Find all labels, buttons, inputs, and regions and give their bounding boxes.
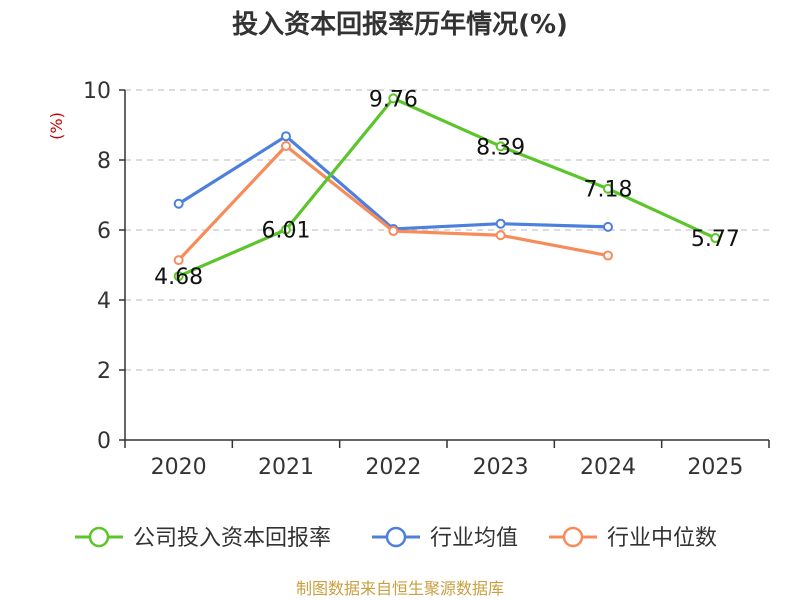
x-tick-label: 2024 [580, 455, 636, 480]
data-point [603, 250, 613, 261]
data-point [495, 230, 506, 241]
data-point [173, 255, 184, 266]
data-label: 7.18 [584, 178, 633, 203]
y-tick-label: 2 [97, 359, 111, 384]
data-label: 6.01 [262, 219, 311, 244]
y-tick-label: 8 [97, 149, 111, 174]
x-tick-label: 2020 [151, 455, 207, 480]
series-line [177, 96, 717, 278]
legend-marker [562, 526, 584, 548]
data-label: 4.68 [154, 265, 203, 290]
data-point [388, 93, 399, 104]
axes: 0 2 4 6 8 10 2020 2021 2022 2023 2024 2025 [83, 79, 770, 480]
data-point [710, 233, 721, 244]
grid-lines [125, 89, 769, 371]
data-point [388, 226, 399, 237]
y-tick-label: 0 [97, 429, 111, 454]
data-point [281, 141, 291, 151]
chart-title: 投入资本回报率历年情况(%) [232, 9, 568, 40]
legend-label: 行业均值 [430, 526, 518, 551]
legend-marker [385, 526, 407, 548]
data-point [173, 271, 184, 282]
y-tick-label: 6 [97, 219, 111, 244]
y-tick-label: 4 [97, 289, 111, 314]
data-label: 9.76 [369, 87, 418, 112]
x-tick-label: 2023 [473, 455, 529, 480]
legend-marker [88, 526, 110, 548]
series-layer: 4.68 6.01 9.76 8.39 7.18 5.77 [154, 87, 740, 290]
x-tick-label: 2025 [687, 455, 743, 480]
data-point [281, 131, 291, 142]
data-point [281, 224, 291, 235]
data-point [173, 198, 184, 209]
source-note: 制图数据来自恒生聚源数据库 [296, 579, 504, 598]
data-point [603, 221, 613, 232]
data-label: 5.77 [691, 227, 740, 252]
data-point [495, 218, 506, 229]
data-label: 8.39 [476, 135, 525, 160]
legend-label: 行业中位数 [607, 526, 717, 551]
data-point [603, 183, 613, 194]
data-point [495, 141, 506, 152]
legend-label: 公司投入资本回报率 [133, 526, 331, 551]
x-tick-label: 2022 [365, 455, 421, 480]
x-tick-label: 2021 [258, 455, 314, 480]
series-line [177, 134, 610, 231]
y-tick-label: 10 [83, 79, 111, 104]
legend[interactable]: 公司投入资本回报率 行业均值 行业中位数 [75, 526, 717, 551]
y-axis-unit: (%) [47, 112, 66, 140]
